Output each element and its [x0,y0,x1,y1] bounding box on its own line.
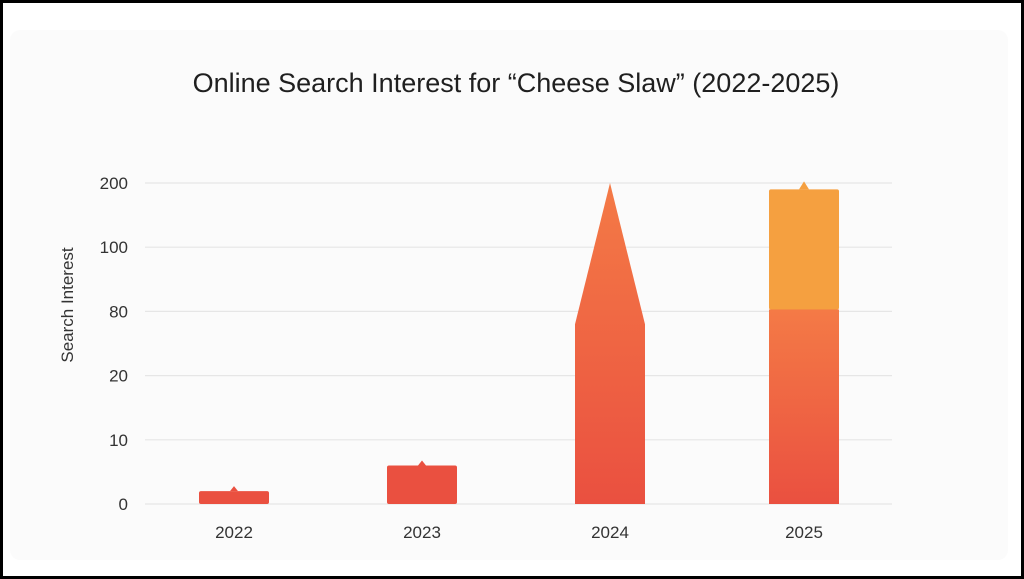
bar-2022 [199,491,269,504]
bar-2024 [575,183,645,504]
y-tick-label: 20 [109,367,128,386]
bar-2025-lower [769,309,839,504]
bar-2023-peak [418,460,426,466]
y-tick-label: 100 [100,238,128,257]
chart-card [10,30,1008,560]
chart-title: Online Search Interest for “Cheese Slaw”… [193,68,840,98]
bar-2022-peak [230,486,238,492]
y-axis-label: Search Interest [58,247,77,363]
bar-2023 [387,465,457,504]
y-tick-label: 80 [109,302,128,321]
y-tick-label: 10 [109,431,128,450]
bar-2025-upper [769,189,839,310]
x-tick-label: 2023 [403,523,441,542]
x-tick-label: 2022 [215,523,253,542]
x-tick-label: 2024 [591,523,629,542]
x-tick-label: 2025 [785,523,823,542]
bar-2025-peak [799,181,809,190]
y-tick-label: 200 [100,174,128,193]
y-tick-label: 0 [119,495,128,514]
